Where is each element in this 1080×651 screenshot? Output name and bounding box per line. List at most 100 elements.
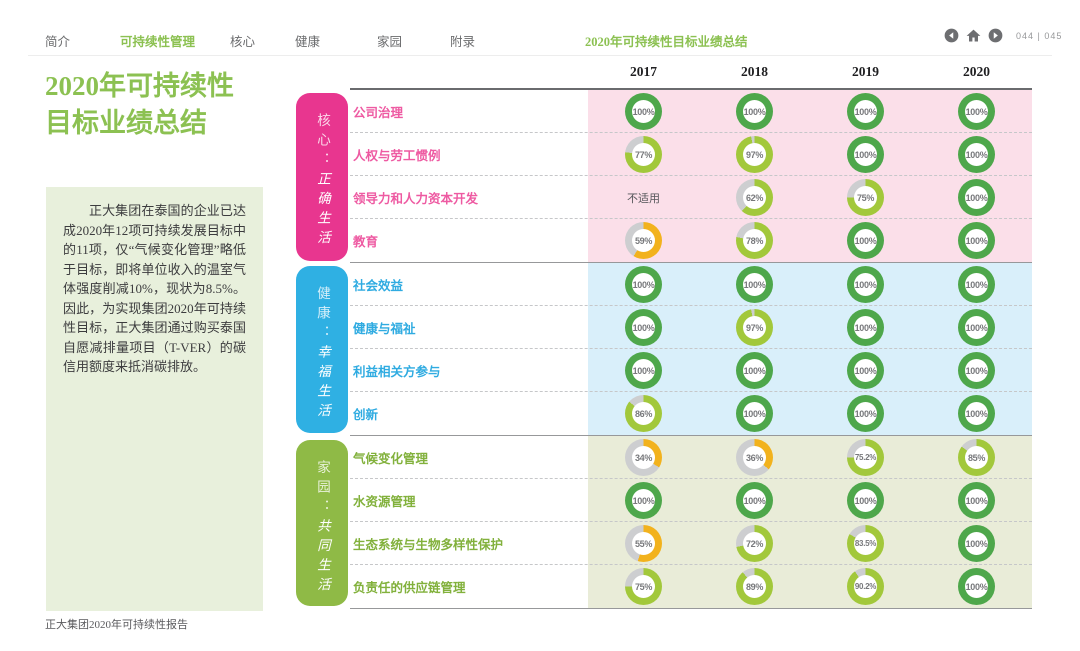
row-cells: 55% 72% 83.5% 100%: [588, 522, 1032, 565]
donut-value: 75%: [854, 186, 877, 209]
table-group-0: 公司治理 100% 100% 100% 100% 人权与劳工惯例 77% 97% 100% 100…: [350, 90, 1032, 263]
category-tab-0[interactable]: 核心：正确生活: [296, 93, 348, 261]
donut-chart: 100%: [958, 266, 995, 303]
donut-value: 100%: [854, 273, 877, 296]
row-label: 健康与福祉: [350, 306, 588, 349]
table-cell-2020: 100%: [921, 479, 1032, 522]
donut-chart: 83.5%: [847, 525, 884, 562]
table-cell-2017: 100%: [588, 479, 699, 522]
donut-chart: 86%: [625, 395, 662, 432]
page-title-line1: 2020年可持续性: [45, 71, 234, 101]
donut-chart: 100%: [958, 352, 995, 389]
page-numbers: 044 | 045: [1016, 30, 1063, 41]
row-cells: 100% 100% 100% 100%: [588, 263, 1032, 306]
donut-chart: 62%: [736, 179, 773, 216]
row-label: 气候变化管理: [350, 436, 588, 479]
nav-item-5[interactable]: 附录: [450, 35, 476, 49]
table-cell-2018: 100%: [699, 349, 810, 392]
prev-page-icon[interactable]: [944, 28, 959, 43]
table-cell-2017: 100%: [588, 306, 699, 349]
donut-value: 86%: [632, 402, 655, 425]
home-icon[interactable]: [966, 28, 981, 43]
table-cell-2018: 89%: [699, 565, 810, 608]
table-cell-2017: 不适用: [588, 176, 699, 219]
donut-chart: 100%: [736, 93, 773, 130]
year-header-2020: 2020: [963, 64, 990, 79]
category-name: 健康：: [315, 286, 330, 345]
row-cells: 59% 78% 100% 100%: [588, 219, 1032, 262]
table-cell-2018: 78%: [699, 219, 810, 262]
nav-item-1[interactable]: 可持续性管理: [120, 35, 196, 49]
table-cell-2017: 86%: [588, 392, 699, 435]
donut-chart: 75%: [625, 568, 662, 605]
nav-item-0[interactable]: 简介: [45, 35, 71, 49]
table-cell-2018: 72%: [699, 522, 810, 565]
row-cells: 100% 100% 100% 100%: [588, 90, 1032, 133]
table-cell-2019: 100%: [810, 306, 921, 349]
donut-value: 100%: [632, 489, 655, 512]
table-group-1: 社会效益 100% 100% 100% 100% 健康与福祉 100% 97% 100% 100%…: [350, 263, 1032, 436]
row-label: 创新: [350, 392, 588, 435]
donut-chart: 85%: [958, 439, 995, 476]
row-label: 人权与劳工惯例: [350, 133, 588, 176]
donut-chart: 100%: [736, 482, 773, 519]
donut-chart: 100%: [847, 482, 884, 519]
donut-value: 85%: [965, 446, 988, 469]
category-tab-1[interactable]: 健康：幸福生活: [296, 266, 348, 433]
performance-table: 2017 2018 2019 2020 公司治理 100% 100% 100% 100% 人权与…: [350, 61, 1032, 609]
donut-chart: 77%: [625, 136, 662, 173]
donut-value: 100%: [632, 359, 655, 382]
donut-chart: 90.2%: [847, 568, 884, 605]
table-cell-2017: 75%: [588, 565, 699, 608]
donut-value: 100%: [965, 186, 988, 209]
table-cell-2020: 100%: [921, 90, 1032, 133]
donut-value: 62%: [743, 186, 766, 209]
donut-chart: 100%: [625, 93, 662, 130]
nav-item-3[interactable]: 健康: [295, 35, 321, 49]
table-cell-2020: 100%: [921, 219, 1032, 262]
donut-value: 100%: [965, 489, 988, 512]
donut-chart: 89%: [736, 568, 773, 605]
donut-value: 55%: [632, 532, 655, 555]
table-cell-2019: 100%: [810, 263, 921, 306]
table-cell-2019: 100%: [810, 133, 921, 176]
donut-chart: 72%: [736, 525, 773, 562]
donut-chart: 100%: [847, 395, 884, 432]
nav-section-title: 2020年可持续性目标业绩总结: [585, 35, 748, 49]
row-cells: 77% 97% 100% 100%: [588, 133, 1032, 176]
table-cell-2020: 100%: [921, 306, 1032, 349]
nav-divider: [28, 55, 1052, 56]
summary-paragraph: 正大集团在泰国的企业已达成2020年12项可持续发展目标中的11项，仅“气候变化…: [63, 203, 246, 374]
donut-value: 100%: [743, 489, 766, 512]
table-cell-2019: 100%: [810, 349, 921, 392]
donut-value: 100%: [965, 316, 988, 339]
table-row: 公司治理 100% 100% 100% 100%: [350, 90, 1032, 133]
donut-value: 97%: [743, 143, 766, 166]
table-cell-2019: 100%: [810, 392, 921, 435]
table-cell-2018: 62%: [699, 176, 810, 219]
donut-chart: 100%: [625, 352, 662, 389]
donut-value: 100%: [632, 316, 655, 339]
donut-value: 77%: [632, 143, 655, 166]
next-page-icon[interactable]: [988, 28, 1003, 43]
table-cell-2018: 36%: [699, 436, 810, 479]
category-tab-2[interactable]: 家园：共同生活: [296, 440, 348, 606]
nav-item-4[interactable]: 家园: [377, 35, 403, 49]
table-cell-2019: 83.5%: [810, 522, 921, 565]
donut-value: 75.2%: [854, 446, 877, 469]
donut-chart: 100%: [736, 395, 773, 432]
table-row: 水资源管理 100% 100% 100% 100%: [350, 479, 1032, 522]
category-tab-label: 核心：正确生活: [296, 93, 348, 261]
donut-value: 59%: [632, 229, 655, 252]
row-cells: 100% 100% 100% 100%: [588, 479, 1032, 522]
donut-chart: 100%: [736, 266, 773, 303]
category-tab-label: 健康：幸福生活: [296, 266, 348, 433]
category-tab-label: 家园：共同生活: [296, 440, 348, 606]
nav-item-2[interactable]: 核心: [230, 35, 256, 49]
donut-value: 100%: [854, 229, 877, 252]
donut-value: 83.5%: [854, 532, 877, 555]
donut-value: 75%: [632, 575, 655, 598]
table-row: 人权与劳工惯例 77% 97% 100% 100%: [350, 133, 1032, 176]
donut-chart: 100%: [625, 482, 662, 519]
table-cell-2020: 85%: [921, 436, 1032, 479]
